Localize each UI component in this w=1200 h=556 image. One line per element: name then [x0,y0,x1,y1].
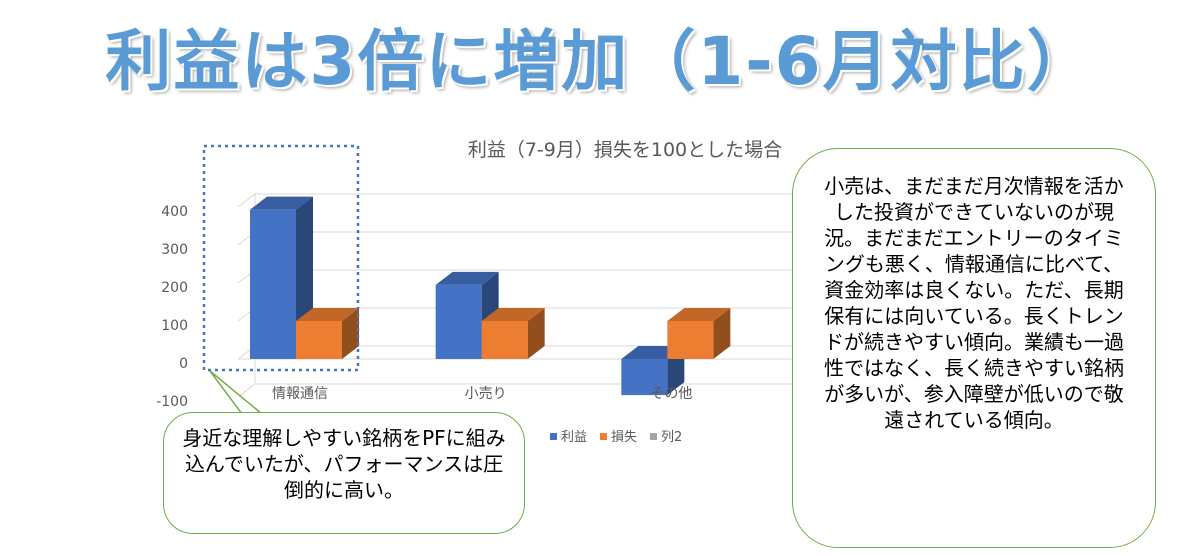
legend-label: 損失 [611,430,637,445]
y-tick-label: 400 [161,204,188,220]
chart-title: 利益（7-9月）損失を100とした場合 [468,139,782,161]
bar-front [621,359,668,396]
y-axis: 400 300 200 100 0 -100 [156,204,188,410]
bar-front [296,321,342,359]
highlight-frame [202,144,360,372]
legend: 利益 損失 列2 [550,430,682,445]
bar-side [342,308,359,359]
x-category-label: その他 [650,386,692,402]
y-tick-label: 100 [161,318,188,334]
bar-front [250,209,296,359]
gridlines [237,193,812,398]
x-axis: 情報通信 小売り その他 [272,386,692,402]
bar-損失-その他 [667,308,731,359]
bar-top [435,271,499,285]
slide-title: 利益は3倍に増加（1-6月対比） [105,23,1095,100]
bar-top [250,196,313,210]
bar-side [713,308,731,359]
bar-top [481,308,545,321]
legend-swatch [650,433,657,440]
callout-left: 身近な理解しやすい銘柄をPFに組み込んでいたが、パフォーマンスは圧倒的に高い。 [163,412,525,534]
gridline-connector [237,383,256,398]
legend-swatch [550,433,557,440]
bar-front [481,321,528,359]
legend-label: 利益 [561,430,587,445]
bar-top [296,308,359,321]
y-tick-label: 0 [179,356,188,372]
gridline-connector [237,193,256,208]
bars [250,196,731,396]
x-category-label: 小売り [465,386,507,402]
bar-front [435,284,482,359]
bar-top [667,308,731,321]
y-tick-label: 200 [161,280,188,296]
legend-swatch [600,433,607,440]
legend-label: 列2 [661,430,682,445]
y-tick-label: 300 [161,242,188,258]
bar-損失-小売り [481,308,545,359]
bar-損失-情報通信 [296,308,359,359]
y-tick-label: -100 [156,394,188,410]
bar-side [527,308,545,359]
x-category-label: 情報通信 [272,386,328,402]
callout-right: 小売は、まだまだ月次情報を活かした投資ができていないのが現況。まだまだエントリー… [792,148,1156,548]
callout-pointer [209,370,265,415]
bar-front [667,321,714,359]
